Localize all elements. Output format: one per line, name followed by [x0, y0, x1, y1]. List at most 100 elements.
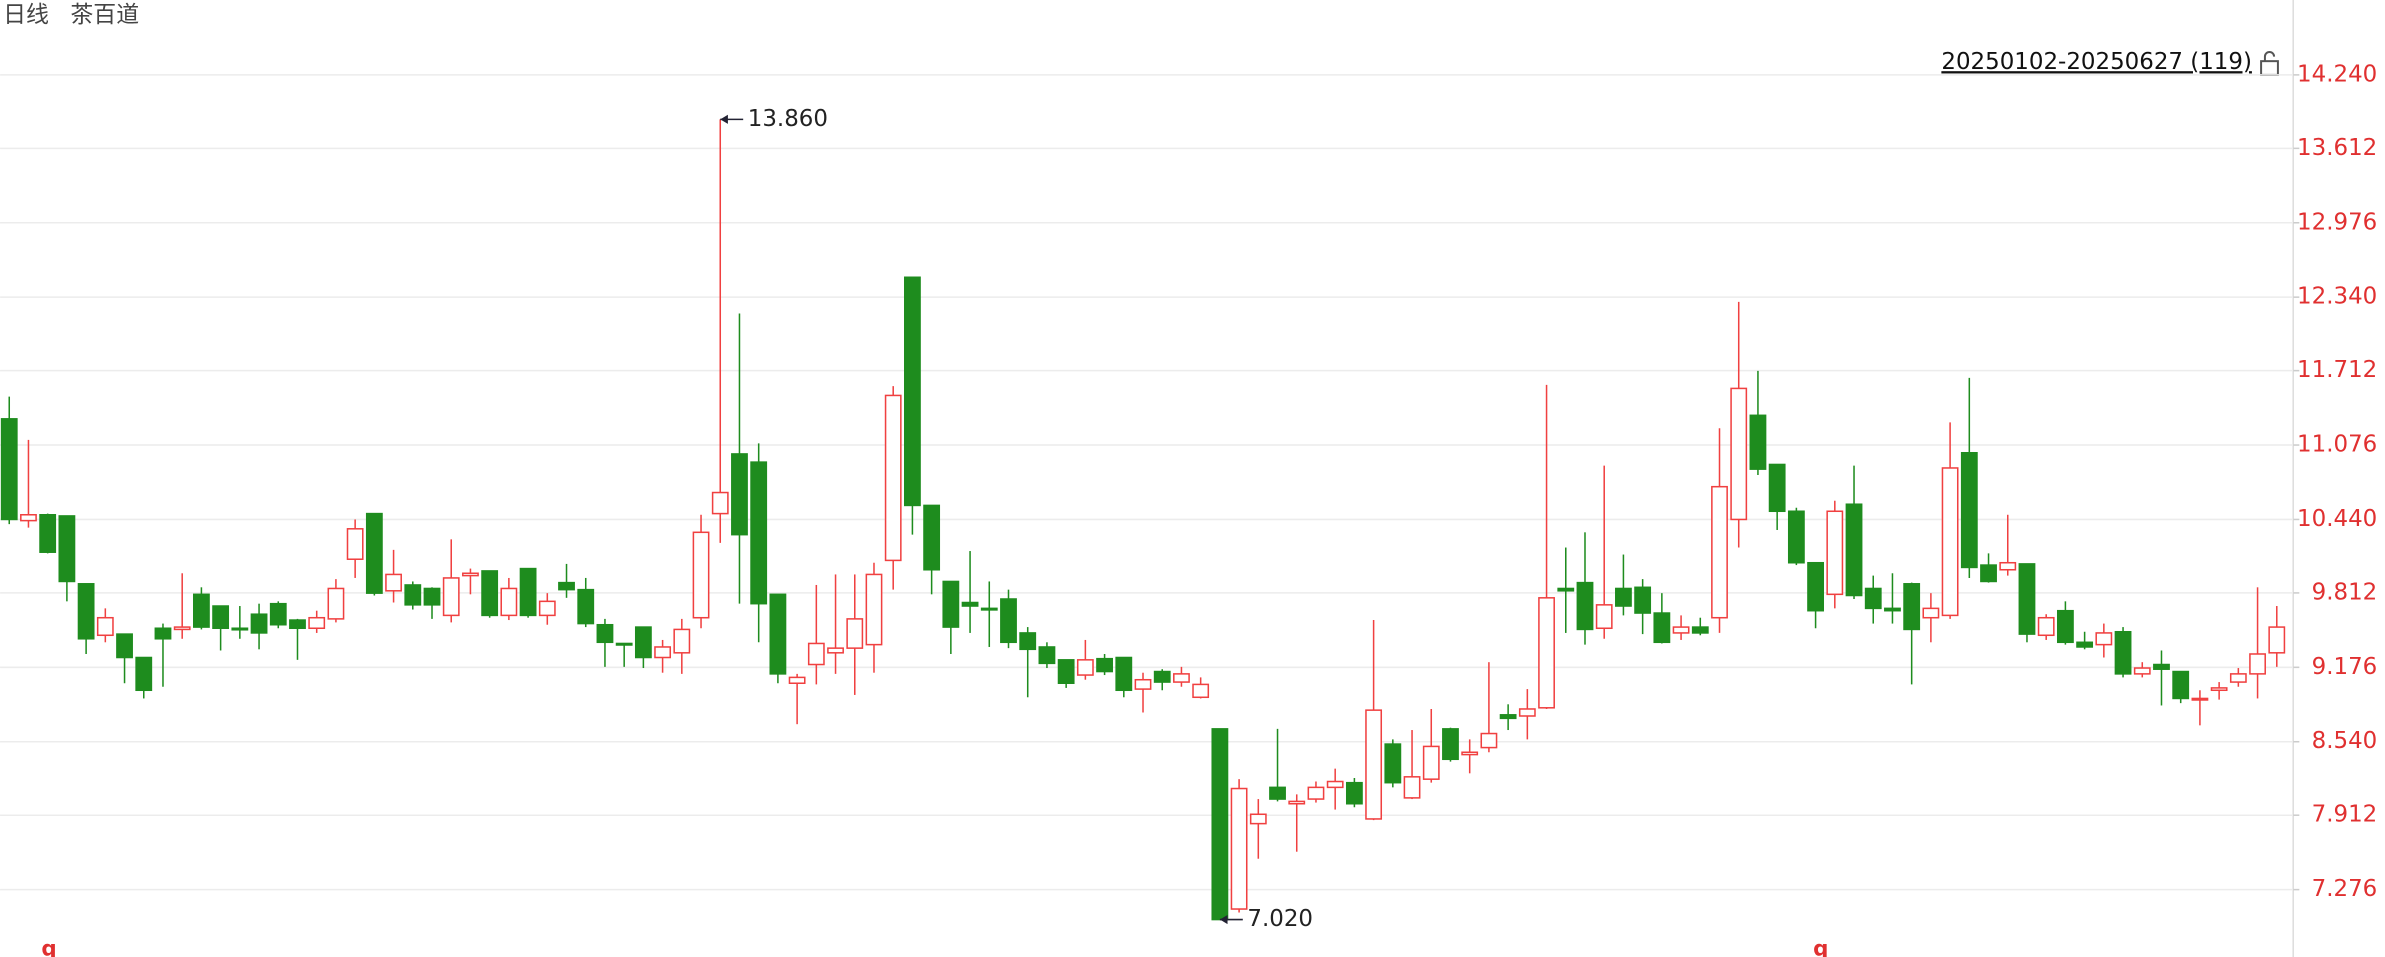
candle-body	[365, 512, 383, 594]
annotation-label: 7.020	[1247, 906, 1313, 932]
candle-body	[1730, 387, 1748, 521]
candle-body	[865, 573, 883, 646]
candle-body	[1941, 467, 1959, 617]
lock-shackle	[2263, 51, 2276, 62]
candle-body	[2210, 687, 2228, 692]
candle-body	[904, 276, 921, 507]
candle-body	[2153, 663, 2170, 670]
candle-body	[58, 515, 76, 583]
candle-body	[1480, 732, 1498, 749]
candle-body	[1153, 670, 1171, 683]
y-tick-label: 9.812	[2312, 579, 2378, 605]
candle-body	[1691, 626, 1709, 634]
candle-body	[1307, 786, 1325, 800]
candle-body	[1211, 728, 1229, 921]
candle-body	[289, 619, 306, 630]
candle-body	[2249, 653, 2266, 675]
candle-body	[846, 618, 864, 649]
y-tick-label: 12.340	[2297, 284, 2377, 310]
candles	[0, 119, 2286, 921]
candle-body	[39, 514, 57, 553]
candle-body	[1576, 581, 1594, 631]
range-label[interactable]: 20250102-20250627 (119)	[1941, 49, 2252, 75]
candle-body	[327, 587, 345, 620]
candle-body	[1768, 463, 1786, 513]
candle-body	[731, 453, 748, 536]
candle-body	[1922, 607, 1940, 619]
candle-body	[20, 514, 37, 522]
candle-body	[1634, 586, 1652, 614]
candle-body	[980, 607, 998, 611]
y-tick-label: 14.240	[2297, 61, 2377, 87]
candle-body	[558, 581, 575, 591]
candle-body	[807, 642, 825, 666]
candle-body	[77, 583, 95, 640]
candle-body	[2114, 630, 2132, 675]
y-tick-label: 13.612	[2297, 135, 2377, 161]
candle-body	[116, 633, 133, 659]
candle-body	[1249, 813, 1267, 825]
candle-body	[827, 647, 844, 654]
candle-body	[1384, 743, 1402, 784]
candle-body	[1538, 597, 1555, 709]
candle-body	[1518, 708, 1536, 717]
arrow-head	[720, 114, 728, 124]
candle-body	[2076, 641, 2094, 648]
candle-body	[346, 528, 364, 560]
candle-body	[231, 627, 249, 631]
candle-body	[462, 572, 479, 577]
candle-body	[1999, 561, 2017, 571]
candle-body	[269, 602, 287, 626]
candle-body	[750, 461, 768, 605]
candle-body	[308, 616, 326, 630]
candle-body	[1653, 612, 1671, 644]
y-tick-label: 10.440	[2297, 506, 2377, 532]
candle-body	[1345, 781, 1363, 805]
candle-body	[1807, 561, 1824, 612]
candle-body	[2268, 626, 2286, 654]
candle-body	[1845, 503, 1863, 597]
y-tick-label: 9.176	[2312, 654, 2378, 680]
candle-body	[1749, 414, 1767, 470]
candle-body	[1960, 451, 1978, 569]
candle-body	[481, 570, 499, 617]
candle-body	[1057, 659, 1075, 685]
candle-body	[1864, 587, 1882, 610]
y-tick-label: 7.912	[2312, 802, 2378, 828]
candle-body	[1288, 800, 1306, 805]
candle-body	[404, 584, 422, 606]
candle-body	[250, 613, 268, 634]
candle-body	[193, 593, 210, 628]
candle-body	[961, 601, 979, 607]
candle-body	[442, 577, 460, 617]
candle-body	[500, 587, 518, 617]
arrow-head	[1219, 914, 1228, 925]
candle-body	[1903, 583, 1921, 631]
marker: q	[1813, 936, 1828, 957]
candle-body	[1096, 657, 1113, 673]
candle-body	[385, 573, 402, 592]
y-tick-label: 11.712	[2297, 357, 2377, 383]
y-tick-label: 7.276	[2312, 876, 2378, 902]
y-tick-label: 12.976	[2297, 209, 2377, 235]
candle-body	[2095, 632, 2113, 646]
candle-body	[1230, 787, 1248, 910]
candle-body	[1884, 607, 1901, 612]
candle-body	[1672, 626, 1690, 634]
candle-body	[577, 588, 595, 625]
candle-body	[1422, 745, 1440, 780]
candle-body	[788, 676, 806, 685]
y-tick-label: 11.076	[2297, 432, 2377, 458]
candle-body	[2172, 670, 2190, 700]
candle-body	[0, 418, 18, 521]
candle-body	[692, 531, 710, 619]
candle-body	[1134, 678, 1152, 690]
annotation-label: 13.860	[748, 106, 828, 132]
candle-body	[1269, 786, 1286, 800]
candle-body	[1192, 683, 1210, 699]
candle-body	[769, 593, 787, 675]
candle-body	[212, 605, 230, 630]
candle-body	[1365, 709, 1383, 820]
